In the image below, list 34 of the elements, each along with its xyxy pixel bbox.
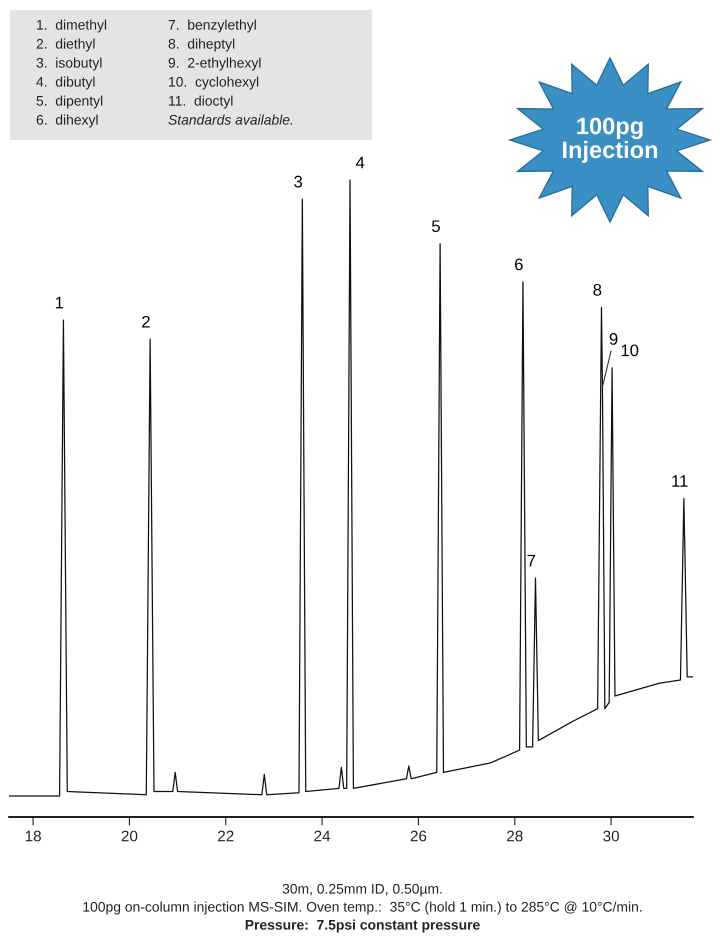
- text: 30m, 0.25mm ID, 0.50µm.: [282, 884, 442, 896]
- x-tick-label: 30: [603, 830, 620, 842]
- annotation: 1: [56, 296, 64, 308]
- annotation: 11: [672, 475, 688, 487]
- text: 1. dimethyl: [37, 20, 106, 32]
- text: Pressure: 7.5psi constant pressure: [246, 920, 480, 932]
- text: 3. isobutyl: [36, 58, 102, 70]
- annotation: 4: [356, 156, 364, 168]
- text: 100pg Injection: [563, 118, 658, 163]
- annotation: 8: [593, 284, 602, 296]
- text: Standards available.: [168, 114, 292, 125]
- text: 9. 2-ethylhexyl: [168, 58, 260, 70]
- text: 6. dihexyl: [36, 114, 98, 128]
- x-tick-label: 22: [218, 830, 234, 842]
- x-tick-label: 18: [26, 830, 41, 842]
- x-tick-label: 24: [314, 830, 330, 842]
- text: 11. dioctyl: [169, 96, 232, 108]
- x-tick-label: 26: [410, 830, 426, 842]
- text: 4. dibutyl: [36, 76, 95, 90]
- text: 2. diethyl: [36, 38, 95, 52]
- text: 100pg on-column injection MS-SIM. Oven temp.: 35°C (hold 1 min.) to 285°C @ 10°C/min.: [83, 902, 642, 914]
- text: 8. diheptyl: [168, 38, 234, 52]
- x-tick-label: 28: [507, 830, 523, 842]
- annotation: 7: [528, 554, 536, 566]
- annotation: 3: [294, 176, 302, 188]
- text: 10. cyclohexyl: [169, 76, 258, 90]
- annotation: 5: [432, 220, 440, 232]
- x-tick-label: 20: [122, 830, 138, 842]
- text: 7. benzylethyl: [168, 20, 256, 32]
- annotation: 2: [142, 316, 150, 328]
- annotation: 9: [610, 333, 618, 345]
- annotation: 6: [515, 258, 523, 270]
- text: 5. dipentyl: [36, 96, 102, 108]
- annotation: 10: [622, 344, 638, 356]
